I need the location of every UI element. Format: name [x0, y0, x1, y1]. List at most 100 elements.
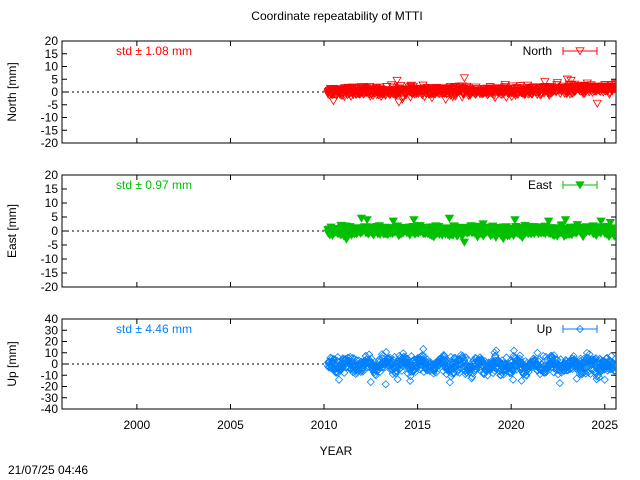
y-tick-label: -10	[41, 252, 59, 266]
data-point	[419, 351, 428, 360]
data-point	[577, 370, 586, 379]
data-point	[439, 350, 448, 360]
data-point	[388, 217, 398, 226]
data-points	[323, 214, 616, 247]
y-tick-label: 10	[45, 346, 59, 360]
data-point	[565, 365, 575, 374]
data-point	[445, 378, 454, 387]
y-tick-label: 5	[51, 210, 58, 224]
data-point	[362, 216, 372, 225]
data-point	[367, 354, 376, 363]
data-point	[366, 377, 375, 387]
data-point	[517, 376, 526, 385]
data-point	[328, 97, 339, 106]
data-point	[549, 368, 558, 377]
data-point	[600, 375, 609, 384]
y-axis-label: North [mm]	[5, 62, 19, 121]
data-point	[459, 74, 470, 83]
data-point	[358, 367, 367, 376]
std-annotation: std ± 0.97 mm	[116, 178, 192, 192]
data-point	[582, 348, 592, 357]
y-axis-label: Up [mm]	[5, 341, 19, 386]
data-point	[609, 85, 616, 94]
data-point	[397, 366, 406, 375]
y-tick-label: 0	[51, 224, 58, 238]
y-tick-label: 40	[45, 312, 59, 326]
y-tick-label: 10	[45, 60, 59, 74]
data-point	[361, 352, 370, 361]
x-axis-label: YEAR	[320, 444, 353, 458]
data-point	[505, 367, 514, 377]
data-point	[394, 98, 404, 107]
data-point	[609, 363, 616, 372]
x-tick-label: 2005	[217, 418, 244, 432]
x-tick-label: 2015	[404, 418, 431, 432]
y-tick-label: 15	[45, 182, 59, 196]
data-point	[543, 217, 554, 226]
data-point	[596, 217, 606, 226]
data-point	[341, 235, 352, 244]
data-point	[507, 368, 516, 378]
data-point	[611, 80, 616, 89]
data-point	[387, 356, 397, 365]
data-point	[419, 93, 430, 102]
data-point	[396, 364, 405, 373]
x-tick-label: 2000	[124, 418, 151, 432]
data-point	[498, 235, 508, 244]
data-point	[393, 375, 402, 384]
data-point	[563, 366, 572, 375]
data-point	[397, 95, 408, 104]
data-point	[577, 367, 586, 376]
data-point	[386, 81, 397, 90]
data-point	[592, 99, 602, 108]
data-point	[611, 361, 616, 371]
data-point	[418, 81, 428, 90]
data-point	[508, 375, 518, 384]
data-point	[452, 357, 461, 367]
data-point	[566, 356, 575, 366]
data-point	[489, 91, 500, 100]
data-point	[522, 371, 531, 380]
data-point	[540, 78, 550, 87]
y-tick-label: -15	[41, 266, 59, 280]
y-tick-label: 0	[51, 85, 58, 99]
data-point	[593, 371, 602, 380]
y-tick-label: -20	[41, 136, 59, 150]
y-tick-label: -10	[41, 111, 59, 125]
y-tick-label: 30	[45, 323, 59, 337]
y-tick-label: -5	[47, 98, 58, 112]
x-tick-label: 2020	[498, 418, 525, 432]
y-tick-label: -40	[41, 402, 59, 416]
data-point	[340, 368, 349, 377]
data-point	[571, 357, 580, 366]
y-tick-label: -20	[41, 280, 59, 294]
data-point	[490, 348, 499, 357]
data-point	[560, 216, 571, 225]
y-tick-label: 0	[51, 357, 58, 371]
y-tick-label: -5	[47, 238, 58, 252]
data-point	[366, 356, 375, 365]
data-point	[440, 96, 451, 105]
data-point	[381, 380, 390, 389]
data-point	[510, 216, 520, 225]
data-point	[399, 349, 408, 358]
data-point	[382, 348, 391, 357]
data-point	[459, 353, 468, 362]
legend-label: East	[528, 178, 553, 192]
data-point	[419, 344, 428, 354]
data-point	[456, 350, 466, 360]
data-point	[610, 83, 616, 92]
x-tick-label: 2025	[591, 418, 618, 432]
std-annotation: std ± 1.08 mm	[116, 44, 192, 58]
data-point	[490, 94, 500, 103]
data-point	[330, 355, 339, 364]
data-point	[566, 76, 576, 85]
data-point	[447, 372, 456, 381]
timestamp-footer: 21/07/25 04:46	[8, 463, 88, 477]
data-point	[333, 353, 342, 362]
data-point	[546, 351, 556, 360]
data-point	[610, 366, 616, 375]
